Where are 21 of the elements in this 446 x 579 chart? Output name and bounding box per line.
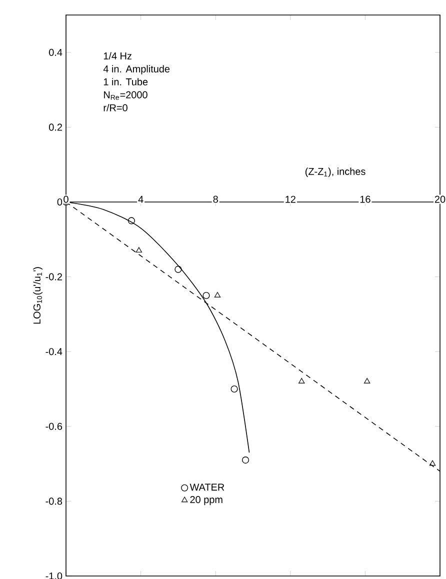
x-tick-label: 16 [360,196,370,203]
x-axis-title: (Z-Z$_{1}$), inches [305,168,366,177]
y-tick-label: -0.2 [46,273,62,280]
annotation: 4 in. Amplitude [103,65,170,74]
x-tick-label: 0 [64,196,68,203]
annotation: N$_{Re}$=2000 [104,91,148,100]
x-tick-label: 8 [213,196,218,203]
annotation: r/R=0 [104,104,128,112]
y-tick-label: -0.8 [46,498,62,505]
x-tick-label: 12 [286,196,296,203]
y-tick-label: 0.2 [49,124,62,131]
y-tick-label: -0.6 [46,422,62,430]
legend-label: WATER [190,484,224,491]
y-axis-title: LOG$_{10}$(u'/u$_{1}$') [33,267,42,324]
x-tick-label: 4 [138,196,144,203]
y-tick-label: -0.4 [46,348,62,356]
x-tick-label: 20 [434,196,446,203]
y-tick-label: 0.4 [49,48,62,56]
annotation: 1/4 Hz [104,52,132,60]
legend-label: 20 ppm [190,496,222,506]
annotation: 1 in. Tube [104,78,148,86]
